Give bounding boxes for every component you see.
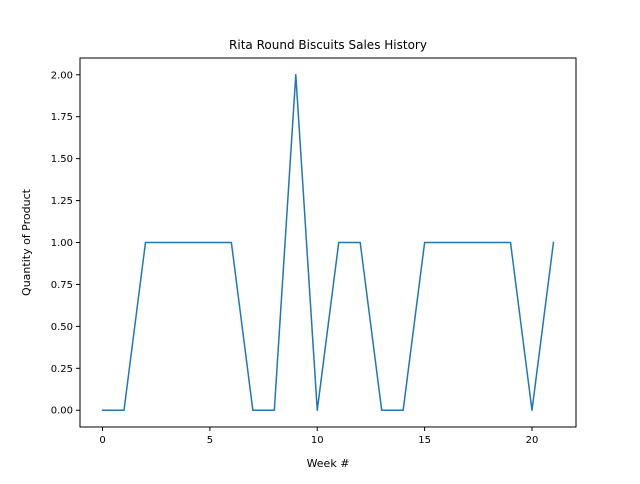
chart-title: Rita Round Biscuits Sales History [229,38,427,52]
data-point [531,409,533,411]
data-point [381,409,383,411]
data-point [338,242,340,243]
y-tick-label: 0.50 [51,322,73,333]
data-point [424,242,426,243]
data-point [295,74,297,76]
data-point [144,242,146,243]
data-point [359,242,361,243]
data-point [166,242,168,243]
y-tick-label: 1.50 [51,154,73,165]
data-point [467,242,469,243]
x-tick-label: 10 [311,435,324,446]
data-point [552,242,554,243]
series-layer [101,74,555,411]
y-tick-label: 0.25 [51,364,73,375]
y-tick-label: 0.75 [51,280,73,291]
data-point [488,242,490,243]
axis-ticks: 0 5 10 15 20 0.00 0.25 0.50 0.75 1.00 1.25 1.50 1.75… [51,70,539,446]
x-tick-label: 15 [418,435,431,446]
y-tick-label: 1.75 [51,112,73,123]
data-point [445,242,447,243]
data-point [273,409,275,411]
data-point [316,409,318,411]
y-axis-title: Quantity of Product [20,188,33,296]
data-point [123,409,125,411]
data-point [252,409,254,411]
y-tick-label: 1.25 [51,196,73,207]
data-point [209,242,211,243]
data-point [402,409,404,411]
x-tick-label: 0 [99,435,105,446]
y-tick-label: 2.00 [51,70,73,81]
x-tick-label: 5 [207,435,213,446]
series-line [101,74,555,411]
plot-frame [79,57,577,428]
y-tick-label: 0.00 [51,406,73,417]
data-point [102,409,104,411]
y-tick-label: 1.00 [51,238,73,249]
data-point [187,242,189,243]
data-point [510,242,512,243]
data-point [230,242,232,243]
x-axis-title: Week # [307,457,350,470]
x-tick-label: 20 [526,435,539,446]
